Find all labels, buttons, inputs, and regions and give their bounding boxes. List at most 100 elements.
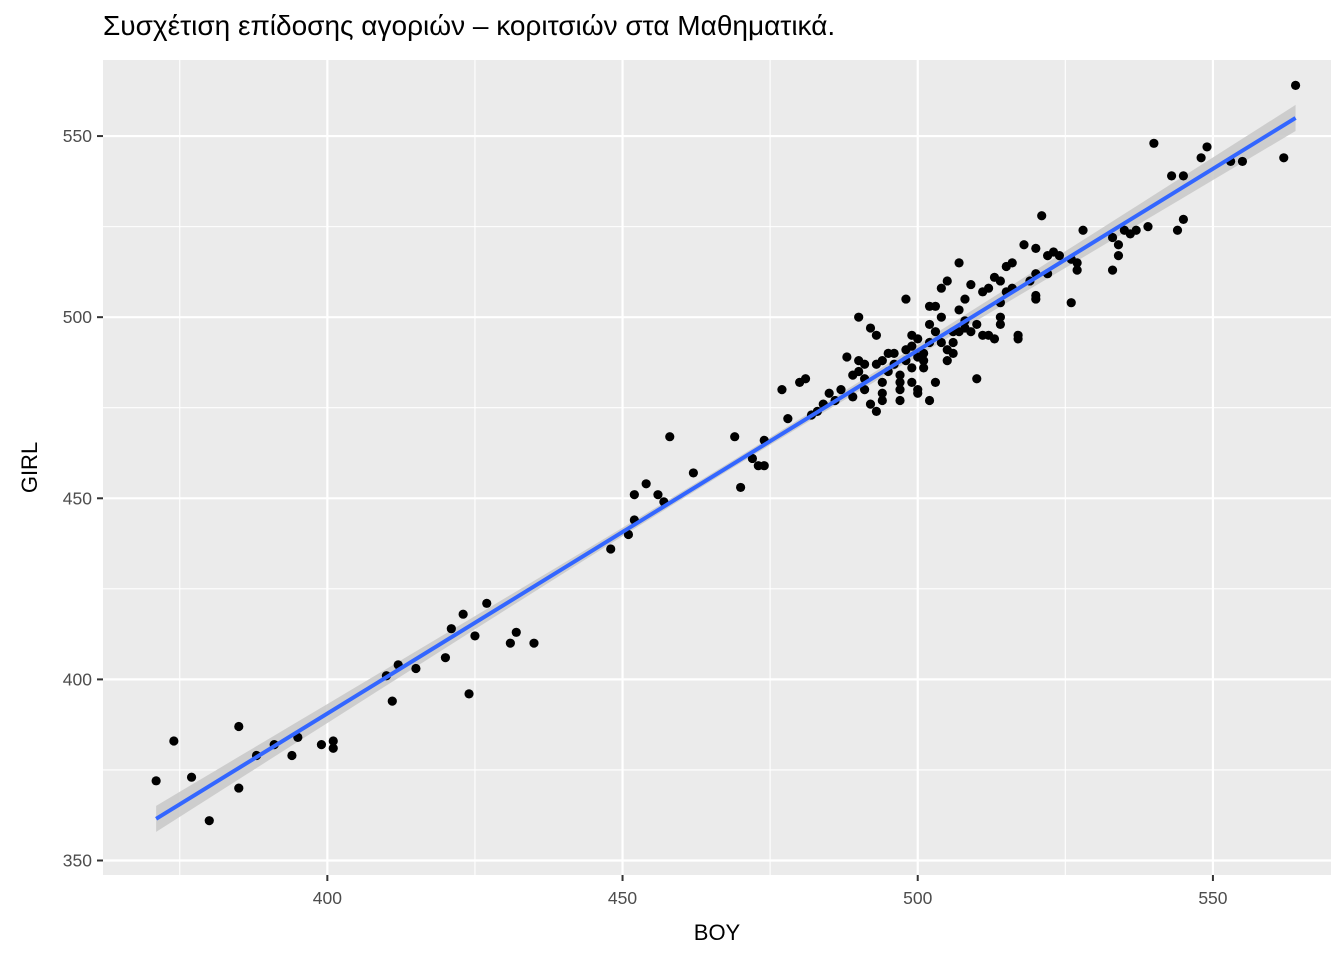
data-point xyxy=(1031,243,1041,253)
data-point xyxy=(665,432,675,442)
data-point xyxy=(983,283,994,293)
data-point xyxy=(966,279,976,290)
data-point xyxy=(1178,171,1189,181)
data-points xyxy=(151,80,1301,826)
y-axis-title: GIRL xyxy=(17,442,42,493)
data-point xyxy=(1066,298,1076,308)
data-point xyxy=(1149,138,1159,148)
data-point xyxy=(936,283,946,293)
data-point xyxy=(1107,265,1118,275)
data-point xyxy=(411,663,421,674)
data-point xyxy=(1237,156,1248,167)
data-point xyxy=(871,406,882,416)
data-point xyxy=(511,627,521,637)
x-tick-label: 550 xyxy=(1198,888,1227,908)
data-point xyxy=(930,301,941,311)
data-point xyxy=(877,377,887,387)
x-axis: 400 450 500 550 xyxy=(313,875,1228,908)
minor-gridlines xyxy=(103,60,1331,875)
data-point xyxy=(747,453,758,464)
data-point xyxy=(186,772,197,782)
data-point xyxy=(859,359,870,369)
data-point xyxy=(1113,251,1124,261)
data-point xyxy=(901,294,911,304)
data-point xyxy=(854,312,864,322)
data-point xyxy=(1031,294,1041,304)
data-point xyxy=(907,377,917,387)
data-point xyxy=(1290,80,1301,90)
data-point xyxy=(234,721,244,732)
data-point xyxy=(895,385,905,395)
data-point xyxy=(1019,240,1029,250)
data-point xyxy=(629,490,639,500)
data-point xyxy=(730,432,740,442)
data-point xyxy=(234,783,244,793)
data-point xyxy=(972,319,982,330)
data-point xyxy=(287,750,297,761)
data-point xyxy=(913,388,923,398)
data-point xyxy=(1166,171,1177,181)
data-point xyxy=(871,330,882,340)
data-point xyxy=(954,305,964,315)
data-point xyxy=(316,740,327,750)
major-gridlines xyxy=(103,60,1331,875)
data-point xyxy=(848,392,858,402)
data-point xyxy=(895,377,905,387)
regression-line xyxy=(155,116,1297,821)
y-tick-label: 550 xyxy=(63,126,92,146)
data-point xyxy=(1113,240,1124,250)
data-point xyxy=(653,490,663,500)
data-point xyxy=(936,312,946,322)
data-point xyxy=(736,482,746,493)
data-point xyxy=(1072,258,1082,268)
data-point xyxy=(913,334,923,344)
data-point xyxy=(440,653,451,663)
data-point xyxy=(836,385,846,395)
data-point xyxy=(1072,265,1082,275)
data-point xyxy=(606,544,616,554)
data-point xyxy=(942,356,952,366)
data-point xyxy=(924,395,935,406)
y-tick-label: 500 xyxy=(63,307,92,327)
data-point xyxy=(1107,232,1118,243)
data-point xyxy=(930,377,941,387)
data-point xyxy=(1178,214,1189,224)
data-point xyxy=(1054,251,1065,261)
data-point xyxy=(1172,225,1183,235)
y-tick-label: 450 xyxy=(63,488,92,508)
data-point xyxy=(505,638,515,648)
data-point xyxy=(1078,225,1088,235)
data-point xyxy=(1037,211,1047,221)
data-point xyxy=(995,319,1005,330)
data-point xyxy=(1143,222,1153,232)
data-point xyxy=(924,319,935,330)
data-point xyxy=(995,312,1005,322)
data-point xyxy=(328,743,338,753)
data-point xyxy=(464,689,474,699)
data-point xyxy=(919,356,929,366)
data-point xyxy=(1007,258,1017,268)
plot-panel xyxy=(103,60,1331,875)
data-point xyxy=(482,598,492,608)
chart-title: Συσχέτιση επίδοσης αγοριών – κοριτσιών σ… xyxy=(103,10,836,41)
data-point xyxy=(529,638,539,648)
data-point xyxy=(1131,225,1141,235)
data-point xyxy=(759,461,769,471)
data-point xyxy=(859,385,870,395)
data-point xyxy=(889,348,899,358)
data-point xyxy=(954,258,964,268)
data-point xyxy=(972,374,982,384)
y-tick-label: 400 xyxy=(63,669,92,689)
data-point xyxy=(907,363,917,373)
data-point xyxy=(948,348,958,358)
data-point xyxy=(895,370,905,380)
x-tick-label: 400 xyxy=(313,888,342,908)
x-tick-label: 450 xyxy=(608,888,637,908)
data-point xyxy=(169,736,179,746)
data-point xyxy=(688,468,698,478)
data-point xyxy=(995,276,1005,286)
data-point xyxy=(446,624,456,634)
data-point xyxy=(641,479,651,489)
data-point xyxy=(470,631,480,641)
